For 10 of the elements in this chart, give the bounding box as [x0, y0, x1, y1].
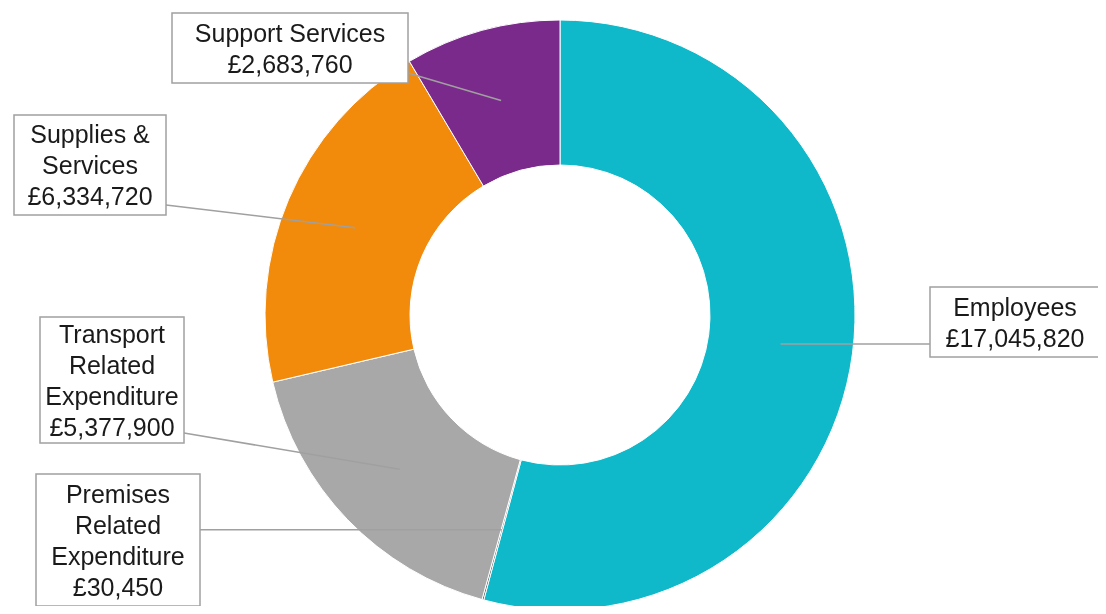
data-label: £5,377,900 [49, 412, 175, 441]
data-label: £2,683,760 [227, 49, 353, 78]
data-label: £30,450 [72, 572, 164, 601]
slice-label: Employees [953, 292, 1077, 321]
data-label: £17,045,820 [945, 323, 1085, 352]
slice-label: Support Services [194, 18, 386, 47]
slice-label: Premises Related Expenditure [51, 479, 185, 570]
data-label: £6,334,720 [27, 182, 153, 210]
slice-label: Supplies & Services [30, 120, 151, 179]
slice-label: Transport Related Expenditure [45, 319, 179, 410]
